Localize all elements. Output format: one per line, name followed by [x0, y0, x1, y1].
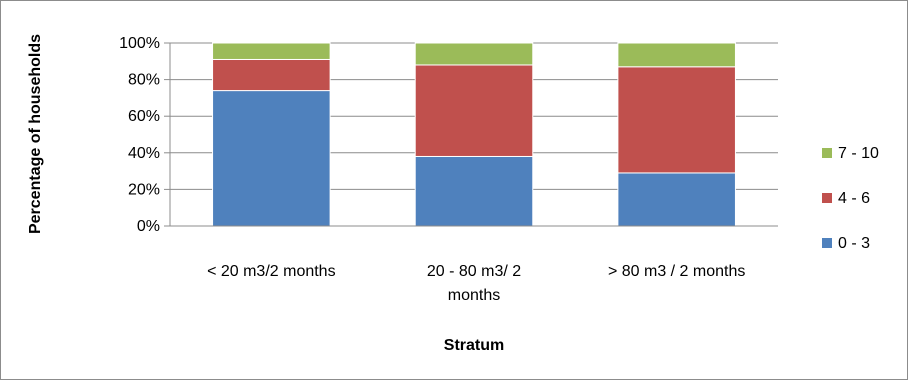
legend: 7 - 10 4 - 6 0 - 3 [822, 145, 879, 252]
legend-swatch [822, 148, 832, 158]
y-tick-label: 60% [128, 108, 160, 125]
y-tick-label: 20% [128, 181, 160, 198]
y-tick-label: 40% [128, 145, 160, 162]
x-tick-label: > 80 m3 / 2 months [608, 263, 745, 280]
bar-segment [212, 58, 331, 92]
y-tick-label: 0% [137, 218, 160, 235]
bar-segment [414, 42, 534, 66]
y-axis-title: Percentage of households [27, 34, 44, 234]
bar-segment [414, 155, 534, 227]
legend-swatch [822, 193, 832, 203]
legend-label: 4 - 6 [838, 190, 870, 207]
x-axis: < 20 m3/2 months 20 - 80 m3/ 2 months > 80 … [170, 225, 778, 304]
bar-segment [212, 42, 331, 60]
x-axis-title: Stratum [444, 337, 504, 354]
legend-swatch [822, 238, 832, 248]
x-tick-label: months [448, 287, 500, 304]
y-tick-label: 80% [128, 72, 160, 89]
bars [212, 42, 736, 227]
y-tick-label: 100% [119, 35, 160, 52]
bar-segment [617, 172, 736, 227]
bar-segment [617, 66, 736, 174]
y-axis: 0% 20% 40% 60% 80% 100% [119, 35, 171, 235]
bar-segment [212, 90, 331, 227]
legend-label: 0 - 3 [838, 235, 870, 252]
x-tick-label: < 20 m3/2 months [207, 263, 336, 280]
x-tick-label: 20 - 80 m3/ 2 [427, 263, 521, 280]
legend-label: 7 - 10 [838, 145, 879, 162]
bar-segment [414, 64, 534, 157]
bar-segment [617, 42, 736, 68]
